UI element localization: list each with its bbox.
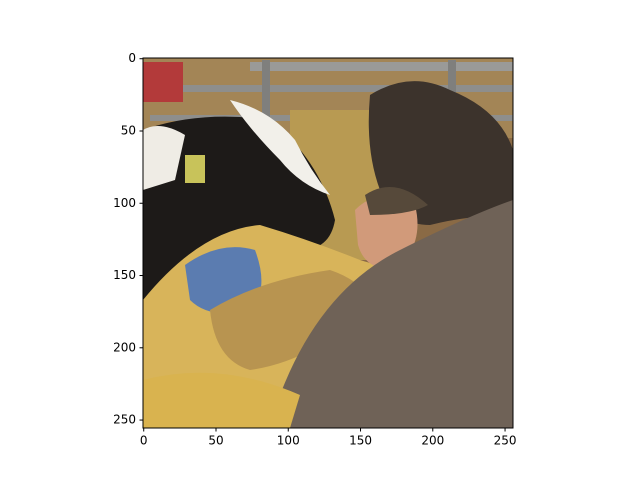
y-tick-label: 200 xyxy=(113,340,136,354)
x-tick-label: 150 xyxy=(349,434,372,448)
y-tick-label: 50 xyxy=(121,123,136,137)
x-tick-label: 250 xyxy=(494,434,517,448)
axes-frame xyxy=(142,57,514,429)
photo xyxy=(143,58,513,428)
y-tick-label: 150 xyxy=(113,268,136,282)
x-tick-label: 100 xyxy=(277,434,300,448)
y-tick-label: 100 xyxy=(113,196,136,210)
x-tick-label: 50 xyxy=(208,434,223,448)
x-tick-label: 0 xyxy=(140,434,148,448)
y-tick-label: 0 xyxy=(128,51,136,65)
x-tick-label: 200 xyxy=(421,434,444,448)
y-tick-label: 250 xyxy=(113,413,136,427)
